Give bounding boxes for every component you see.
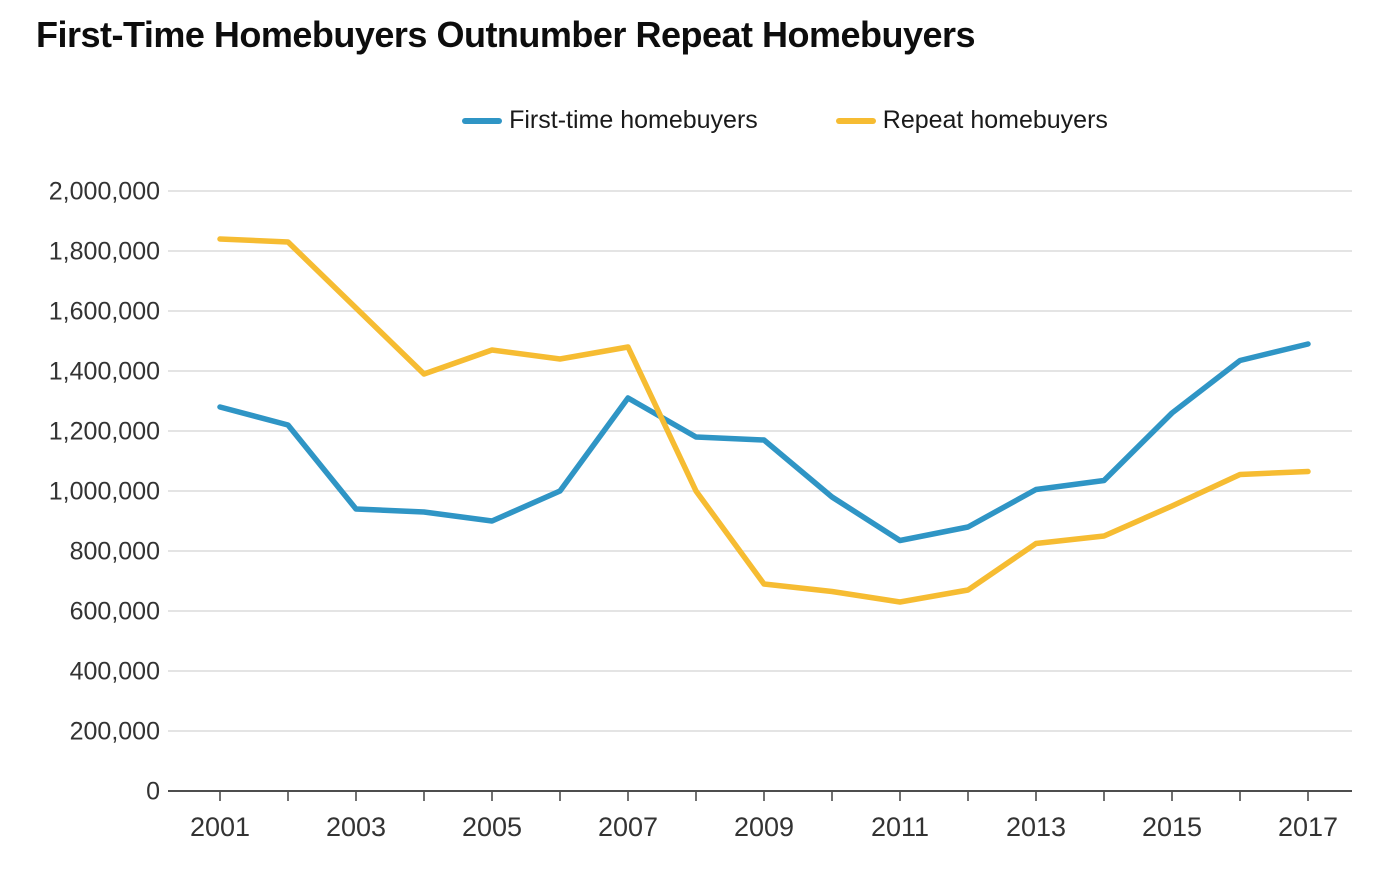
y-axis-tick-label: 2,000,000 bbox=[49, 178, 160, 206]
x-axis-tick-label: 2015 bbox=[1142, 812, 1202, 842]
y-axis-tick-label: 600,000 bbox=[70, 598, 160, 626]
legend-label-repeat: Repeat homebuyers bbox=[882, 106, 1108, 134]
x-axis-tick-label: 2005 bbox=[462, 812, 522, 842]
y-axis-tick-label: 1,200,000 bbox=[49, 418, 160, 446]
x-axis-tick-label: 2013 bbox=[1006, 812, 1066, 842]
y-axis-tick-label: 0 bbox=[146, 778, 160, 806]
x-axis-tick-label: 2003 bbox=[326, 812, 386, 842]
legend: First-time homebuyers Repeat homebuyers bbox=[196, 106, 1374, 135]
series-line-repeat-homebuyers bbox=[217, 236, 1311, 605]
y-axis-tick-label: 1,800,000 bbox=[49, 238, 160, 266]
y-axis-tick-label: 1,600,000 bbox=[49, 298, 160, 326]
x-axis-tick-label: 2001 bbox=[190, 812, 250, 842]
chart-title: First-Time Homebuyers Outnumber Repeat H… bbox=[36, 14, 976, 55]
x-axis-tick-label: 2009 bbox=[734, 812, 794, 842]
y-axis-tick-label: 1,000,000 bbox=[49, 478, 160, 506]
x-axis-tick-label: 2017 bbox=[1278, 812, 1338, 842]
y-axis-tick-label: 200,000 bbox=[70, 718, 160, 746]
y-axis-tick-label: 800,000 bbox=[70, 538, 160, 566]
y-axis-tick-label: 400,000 bbox=[70, 658, 160, 686]
legend-item-first-time: First-time homebuyers bbox=[462, 106, 758, 135]
legend-swatch-repeat-icon bbox=[835, 117, 876, 124]
x-axis-tick-label: 2011 bbox=[871, 812, 929, 842]
x-axis-tick-label: 2007 bbox=[598, 812, 658, 842]
legend-label-first-time: First-time homebuyers bbox=[509, 106, 758, 134]
y-axis-tick-label: 1,400,000 bbox=[49, 358, 160, 386]
legend-swatch-first-time-icon bbox=[462, 117, 503, 124]
series-line-first-time-homebuyers bbox=[217, 341, 1311, 544]
legend-item-repeat: Repeat homebuyers bbox=[835, 106, 1108, 135]
